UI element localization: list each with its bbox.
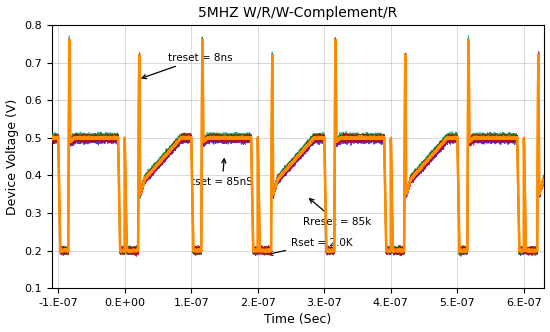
Text: Rreset = 85k: Rreset = 85k bbox=[303, 199, 371, 227]
Y-axis label: Device Voltage (V): Device Voltage (V) bbox=[6, 98, 19, 215]
Title: 5MHZ W/R/W-Complement/R: 5MHZ W/R/W-Complement/R bbox=[198, 6, 397, 20]
Text: treset = 8ns: treset = 8ns bbox=[142, 52, 233, 79]
Text: tset = 85nS: tset = 85nS bbox=[191, 159, 253, 187]
X-axis label: Time (Sec): Time (Sec) bbox=[264, 313, 331, 326]
Text: Rset = 2.0K: Rset = 2.0K bbox=[268, 238, 353, 255]
